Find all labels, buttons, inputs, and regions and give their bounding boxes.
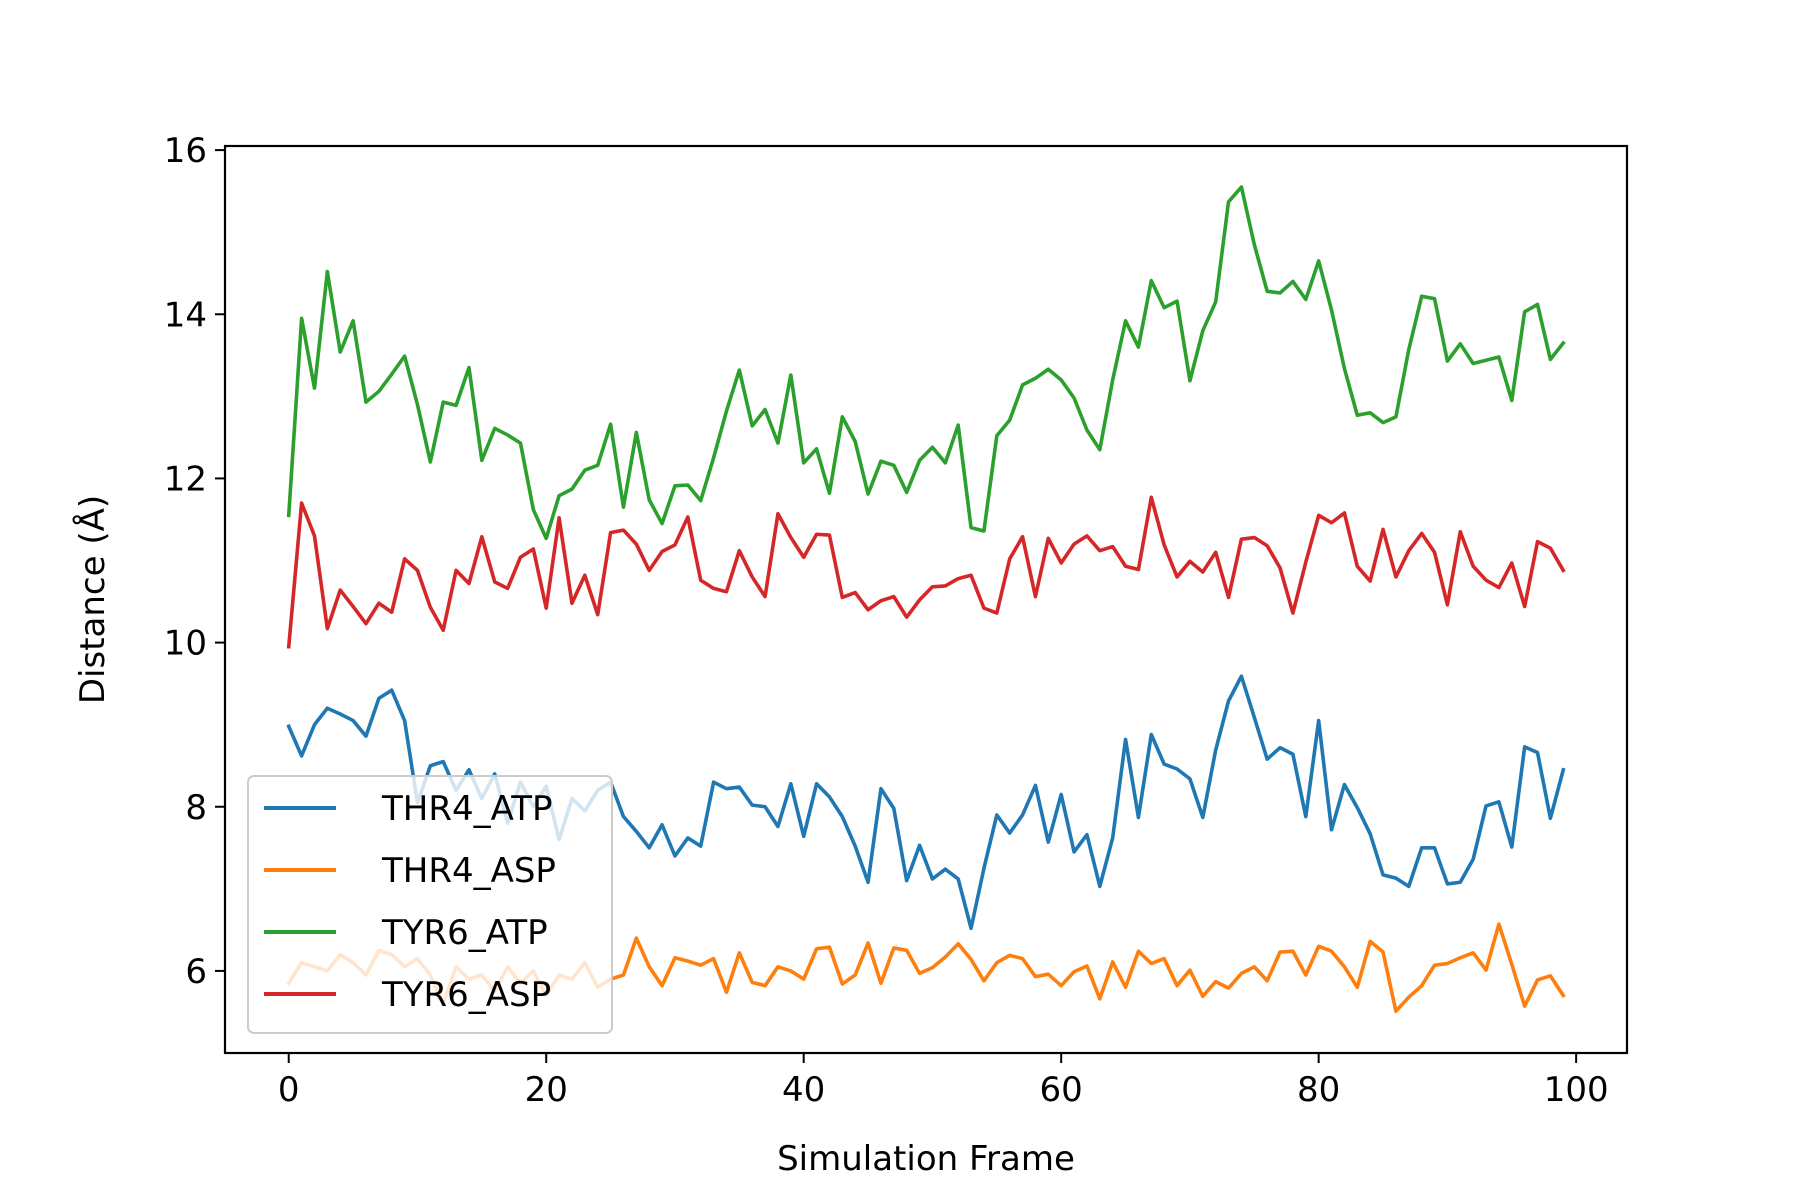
legend-label: TYR6_ATP (381, 913, 548, 953)
y-tick-label: 6 (185, 952, 207, 992)
y-tick-label: 16 (164, 131, 207, 171)
x-tick-label: 0 (278, 1070, 300, 1110)
x-tick-label: 20 (525, 1070, 568, 1110)
y-tick-label: 10 (164, 624, 207, 664)
x-axis-title: Simulation Frame (777, 1139, 1075, 1179)
legend-label: TYR6_ASP (381, 975, 551, 1015)
legend-label: THR4_ATP (381, 789, 552, 829)
x-tick-label: 60 (1040, 1070, 1083, 1110)
x-tick-label: 40 (782, 1070, 825, 1110)
y-tick-label: 8 (185, 788, 207, 828)
legend: THR4_ATP THR4_ASP TYR6_ATP TYR6_ASP (247, 775, 613, 1034)
legend-box (247, 775, 613, 1034)
series-line-tyr6-asp (286, 495, 1566, 649)
y-axis: 6 8 10 12 14 16 (164, 131, 225, 992)
plot-area-frame (223, 144, 1629, 1055)
x-tick-label: 100 (1544, 1070, 1609, 1110)
legend-label: THR4_ASP (381, 851, 556, 891)
x-tick-label: 80 (1297, 1070, 1340, 1110)
y-axis-title: Distance (Å) (72, 495, 113, 704)
x-axis: 0 20 40 60 80 100 (278, 1053, 1609, 1110)
y-tick-label: 12 (164, 459, 207, 499)
y-tick-label: 14 (164, 295, 207, 335)
series-line-tyr6-atp (286, 185, 1566, 541)
